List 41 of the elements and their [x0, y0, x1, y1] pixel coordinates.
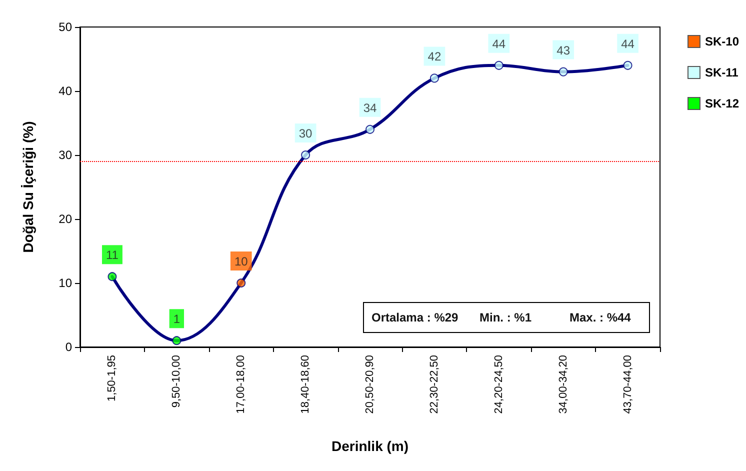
point	[623, 60, 632, 70]
legend-label: SK-12	[704, 96, 740, 110]
x-tick-label: 22,30-22,50	[428, 355, 440, 414]
data-label: 1	[173, 312, 180, 326]
x-tick-label: 43,70-44,00	[622, 355, 634, 414]
data-label: 30	[298, 126, 313, 140]
point	[172, 336, 182, 346]
data-label: 44	[492, 36, 506, 51]
y-tick-label: 20	[58, 212, 72, 226]
data-label: 11	[106, 248, 119, 262]
y-axis-title: Doğal Su İçeriği (%)	[20, 121, 36, 253]
legend-label: SK-10	[704, 34, 740, 48]
x-tick-label: 20,50-20,90	[364, 355, 376, 414]
annotation: Min. : %1	[480, 310, 532, 324]
y-tick-label: 0	[65, 340, 72, 354]
annotation: Ortalama : %29	[372, 310, 459, 324]
point	[108, 272, 117, 282]
x-tick-label: 9,50-10,00	[170, 355, 183, 408]
y-tick-label: 50	[58, 20, 72, 34]
data-label: 43	[556, 43, 570, 58]
y-tick-label: 30	[58, 148, 72, 162]
data-label: 34	[363, 100, 377, 115]
annotation: Max. : %44	[570, 310, 632, 324]
data-label: 42	[428, 50, 442, 64]
data-label: 44	[621, 36, 635, 51]
x-tick-label: 18,40-18,60	[300, 355, 312, 414]
point	[430, 74, 439, 83]
y-tick-label: 10	[58, 276, 72, 290]
point	[301, 150, 310, 160]
point	[366, 124, 374, 134]
x-tick-label: 1,50-1,95	[106, 355, 118, 402]
point	[558, 67, 568, 76]
x-tick-label: 24,20-24,50	[492, 355, 505, 414]
x-axis-title: Derinlik (m)	[331, 438, 409, 454]
x-tick-label: 34,00-34,20	[557, 355, 570, 414]
point	[494, 60, 504, 70]
point	[236, 278, 246, 288]
data-label: 10	[234, 254, 248, 268]
x-tick-label: 17,00-18,00	[235, 355, 248, 414]
y-tick-label: 40	[58, 84, 72, 98]
legend-label: SK-11	[704, 66, 739, 80]
